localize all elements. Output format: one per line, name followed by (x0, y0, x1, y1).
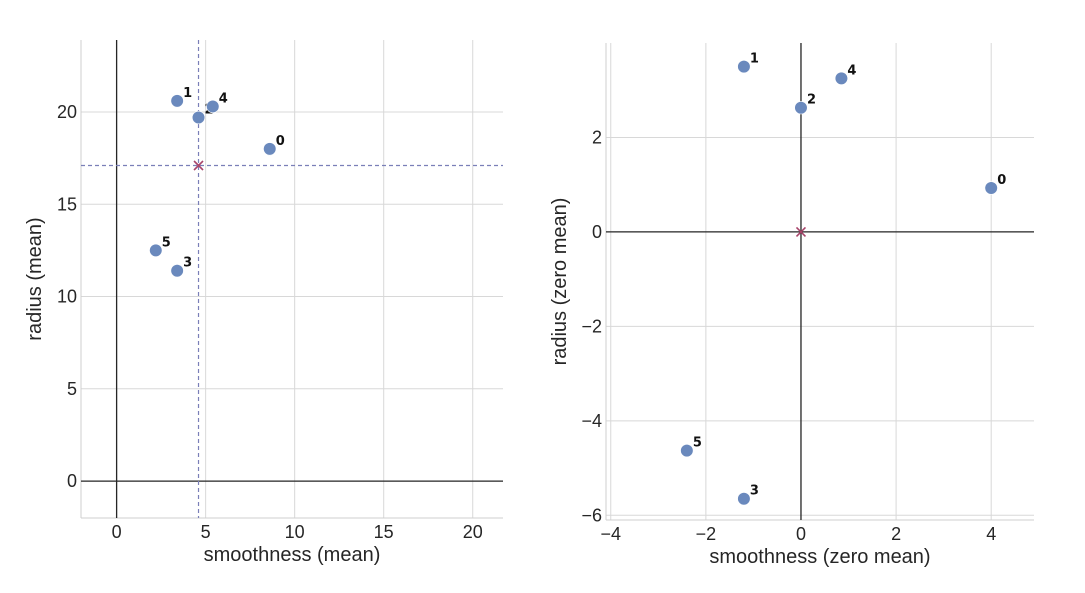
left-data-point-label: 4 (219, 91, 228, 106)
left-x-tick-label: 10 (285, 522, 305, 542)
right-x-tick-label: 2 (891, 524, 901, 544)
right-y-axis-label: radius (zero mean) (549, 198, 571, 366)
right-y-tick-label: −2 (581, 316, 602, 336)
left-mean-marker-stroke (193, 160, 204, 171)
left-y-tick-label: 0 (67, 471, 77, 491)
left-data-point-label: 3 (183, 256, 192, 271)
left-x-tick-label: 15 (374, 522, 394, 542)
left-y-tick-label: 15 (57, 194, 77, 214)
left-y-tick-label: 20 (57, 102, 77, 122)
left-data-point (263, 142, 277, 156)
right-data-point-label: 2 (807, 93, 816, 108)
right-data-point-label: 0 (997, 173, 1006, 188)
left-data-point-label: 0 (276, 134, 285, 149)
left-data-point (206, 99, 220, 114)
right-data-point-label: 3 (750, 484, 759, 499)
right-data-point (737, 60, 751, 74)
left-x-axis-label: smoothness (mean) (204, 544, 381, 566)
left-data-point-label: 1 (183, 86, 192, 101)
right-x-tick-label: −2 (696, 524, 717, 544)
right-y-tick-label: −6 (581, 505, 602, 525)
right-data-point (794, 101, 808, 115)
left-x-tick-label: 0 (112, 522, 122, 542)
left-y-tick-label: 5 (67, 379, 77, 399)
right-data-point (680, 443, 694, 458)
left-x-tick-label: 20 (463, 522, 483, 542)
right-y-tick-label: −4 (581, 411, 602, 431)
right-data-point-label: 4 (847, 63, 856, 78)
right-data-point (737, 492, 751, 506)
left-data-point (191, 110, 206, 125)
right-x-tick-label: 0 (796, 524, 806, 544)
right-y-tick-label: 2 (592, 127, 602, 147)
left-x-tick-label: 5 (201, 522, 211, 542)
left-data-point (170, 94, 184, 108)
left-grid (81, 40, 503, 518)
left-data-point (170, 264, 184, 278)
right-data-point (834, 71, 849, 86)
right-mean-marker (795, 226, 807, 237)
right-mean-marker-stroke (795, 226, 807, 237)
left-y-axis-label: radius (mean) (24, 217, 46, 340)
left-data-point-label: 5 (162, 235, 171, 250)
right-data-point (984, 181, 998, 195)
left-mean-marker (193, 160, 204, 171)
right-data-point-label: 1 (750, 52, 759, 67)
left-data-point (149, 243, 163, 257)
right-data-point-label: 5 (693, 436, 702, 451)
left-scatter-panel: 0510152005101520012345smoothness (mean)r… (24, 40, 503, 566)
right-y-tick-label: 0 (592, 222, 602, 242)
left-y-tick-label: 10 (57, 287, 77, 307)
right-x-tick-label: 4 (986, 524, 996, 544)
right-x-axis-label: smoothness (zero mean) (709, 546, 930, 568)
right-x-tick-label: −4 (600, 524, 621, 544)
